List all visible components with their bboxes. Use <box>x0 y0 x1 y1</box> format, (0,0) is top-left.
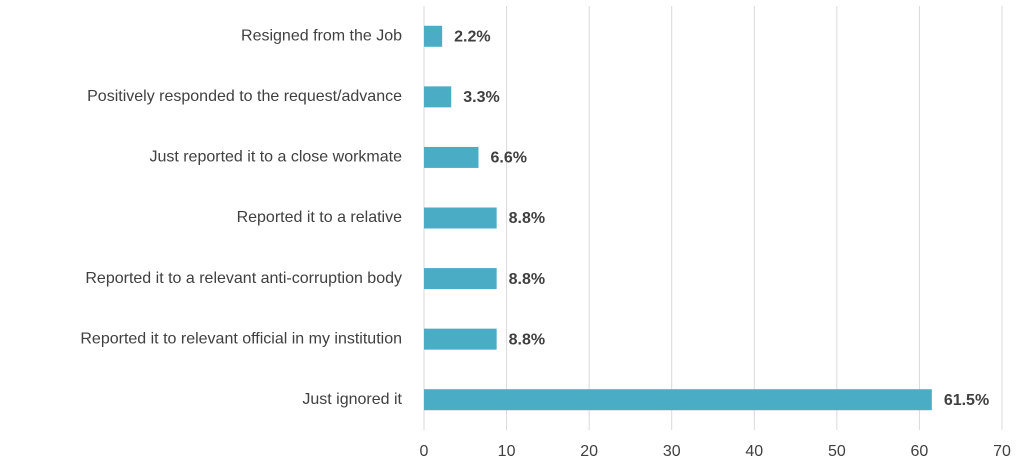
x-tick-label: 60 <box>911 443 929 460</box>
x-tick-label: 40 <box>745 443 763 460</box>
value-label: 8.8% <box>509 210 545 227</box>
y-tick-label: Positively responded to the request/adva… <box>87 88 402 105</box>
y-tick-label: Reported it to a relative <box>237 209 403 226</box>
y-tick-label: Just reported it to a close workmate <box>149 149 402 166</box>
value-label: 6.6% <box>490 150 526 167</box>
x-tick-label: 0 <box>420 443 429 460</box>
bar <box>424 146 479 168</box>
x-tick-label: 50 <box>828 443 846 460</box>
y-tick-label: Resigned from the Job <box>241 28 402 45</box>
bar <box>424 25 443 47</box>
value-label: 61.5% <box>944 392 989 409</box>
value-label: 8.8% <box>509 331 545 348</box>
x-tick-label: 10 <box>498 443 516 460</box>
x-tick-label: 20 <box>580 443 598 460</box>
value-label: 2.2% <box>454 29 490 46</box>
bar <box>424 389 932 411</box>
x-tick-label: 70 <box>993 443 1011 460</box>
y-tick-label: Reported it to relevant official in my i… <box>80 330 402 347</box>
value-label: 3.3% <box>463 89 499 106</box>
bar <box>424 207 497 229</box>
bar <box>424 268 497 290</box>
bar <box>424 328 497 350</box>
y-tick-label: Just ignored it <box>302 391 402 408</box>
value-label: 8.8% <box>509 271 545 288</box>
bar <box>424 86 452 108</box>
x-tick-label: 30 <box>663 443 681 460</box>
y-tick-label: Reported it to a relevant anti-corruptio… <box>85 270 402 287</box>
